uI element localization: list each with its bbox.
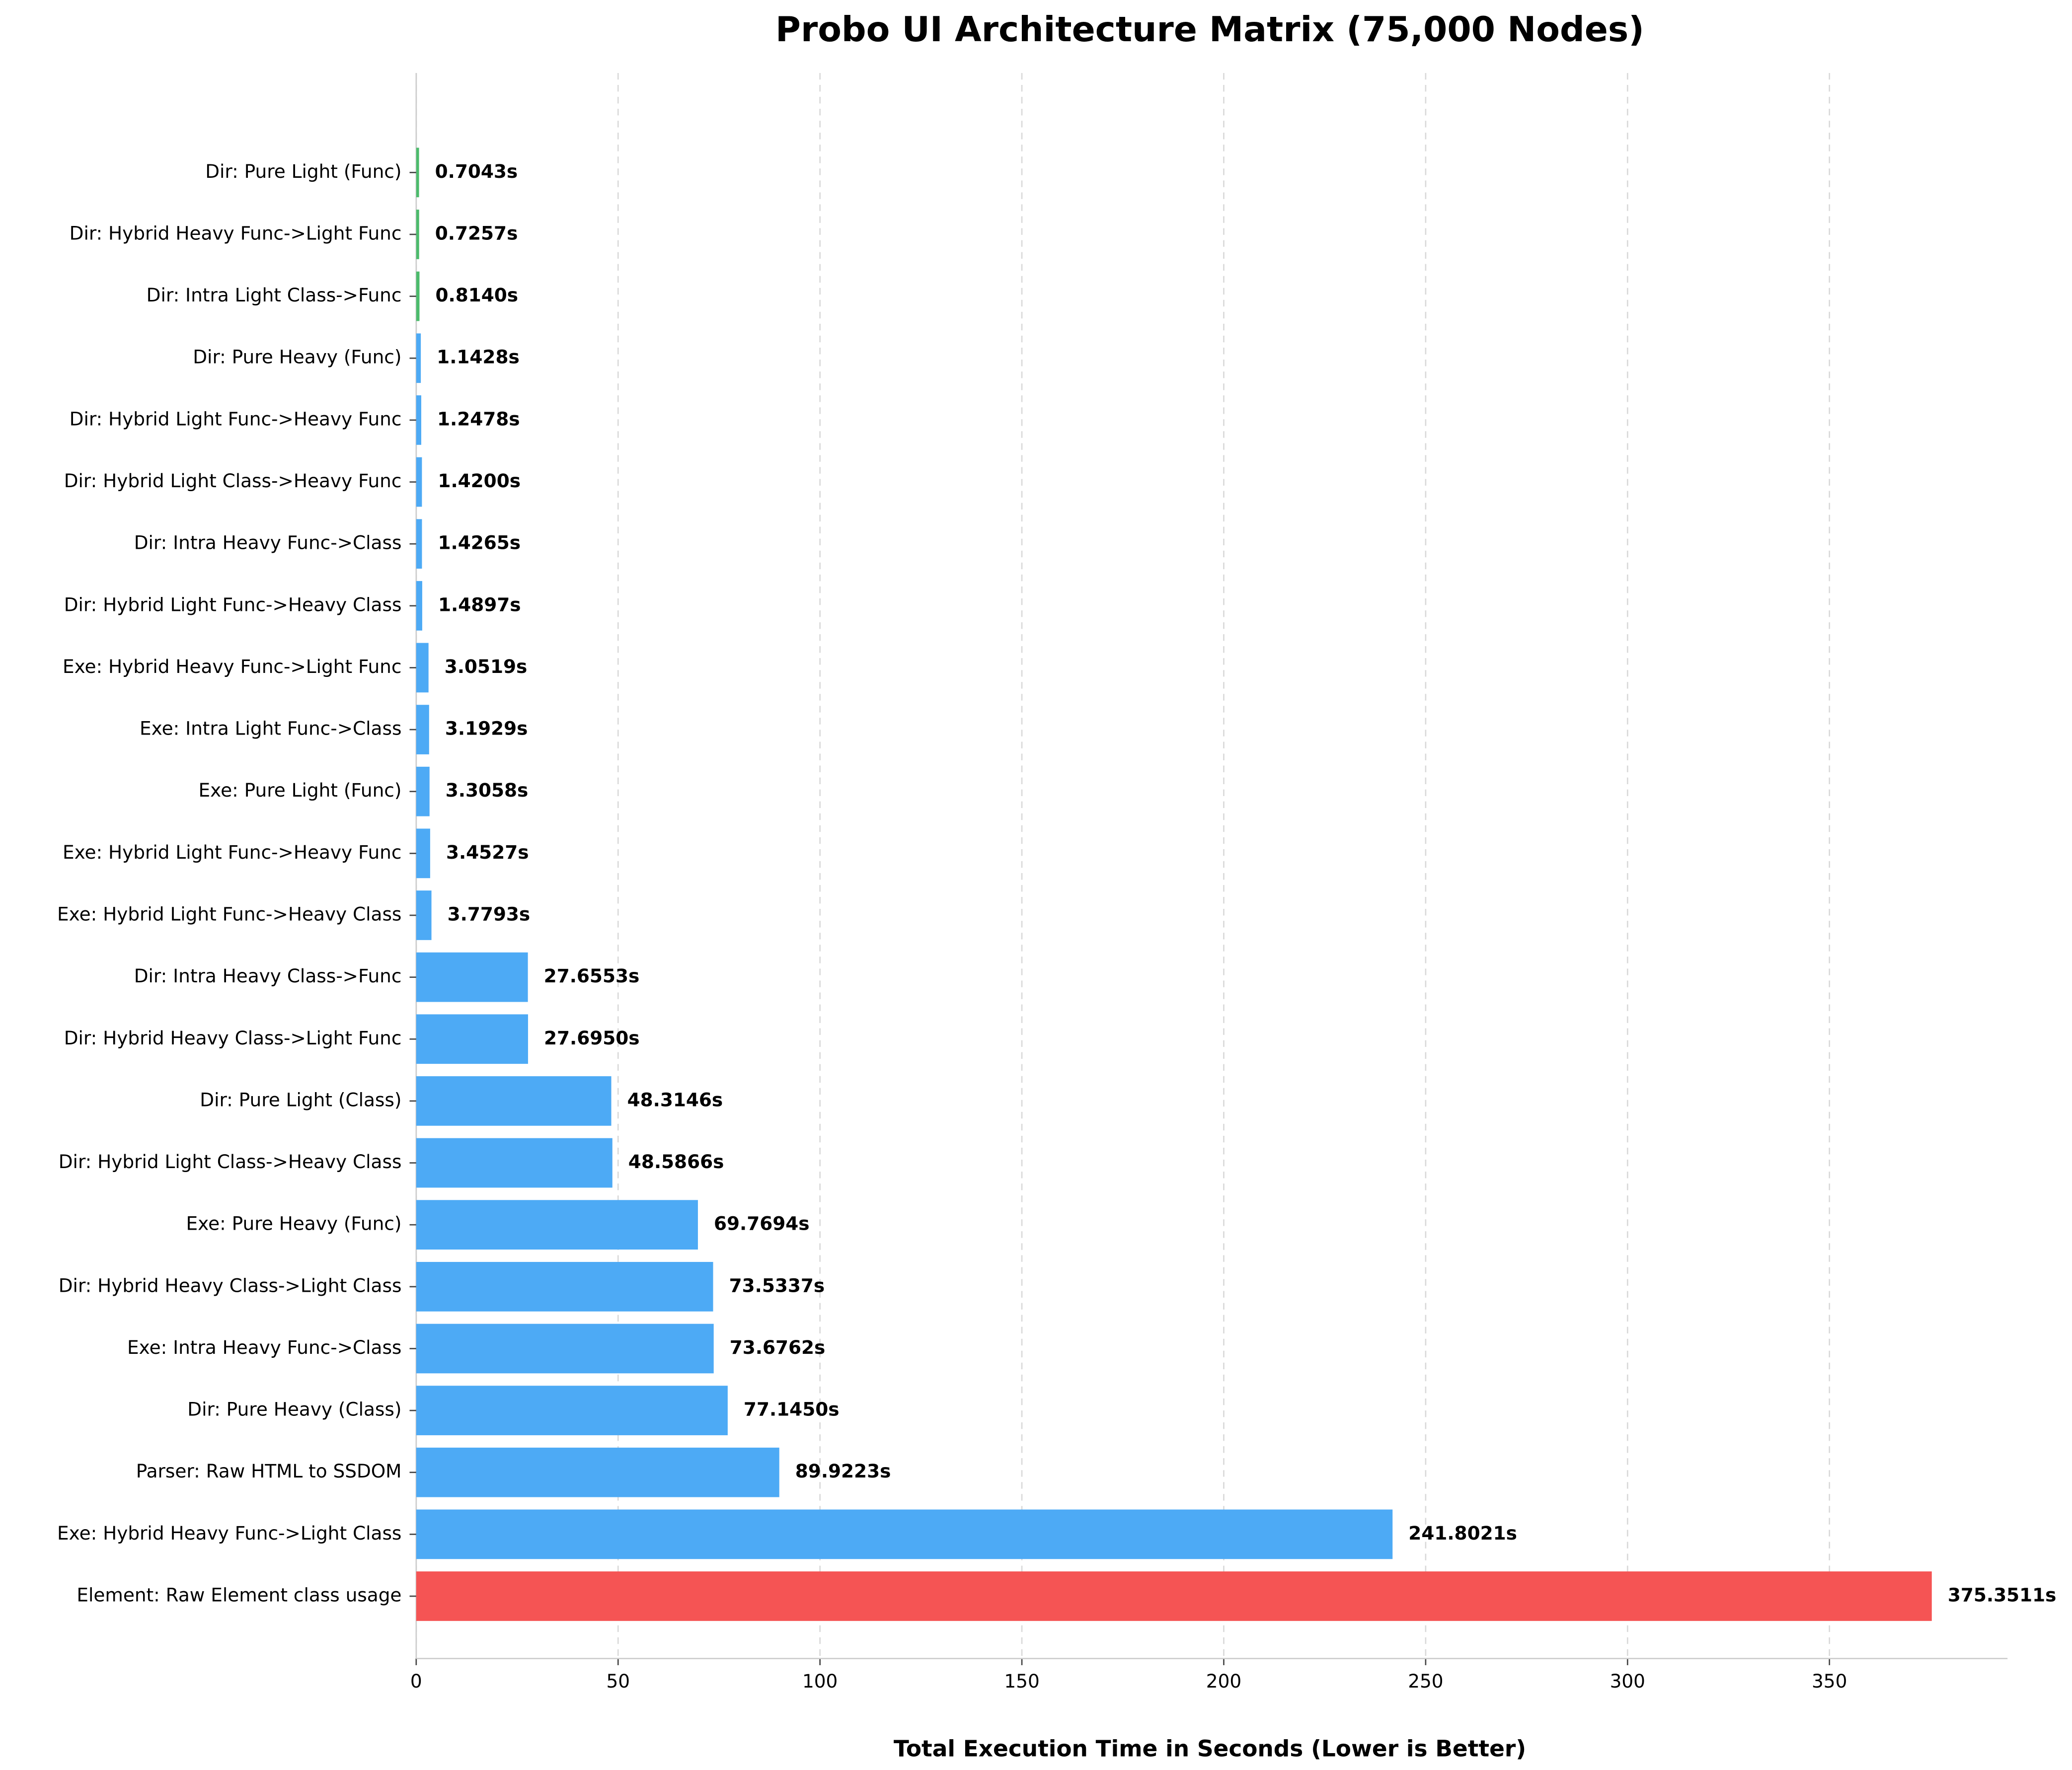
bar	[416, 395, 421, 445]
y-tick-label: Exe: Hybrid Light Func->Heavy Func	[63, 841, 401, 863]
bar	[416, 1386, 728, 1435]
y-tick-label: Dir: Pure Heavy (Class)	[187, 1399, 401, 1420]
bar	[416, 148, 419, 198]
y-tick-label: Dir: Intra Heavy Func->Class	[134, 532, 402, 554]
value-label: 3.3058s	[446, 779, 529, 801]
x-tick-label: 250	[1408, 1670, 1443, 1692]
bar	[416, 766, 430, 816]
value-label: 3.4527s	[446, 841, 529, 863]
value-label: 48.5866s	[628, 1151, 724, 1173]
bar	[416, 643, 429, 693]
y-tick-label: Exe: Intra Light Func->Class	[140, 718, 401, 739]
value-label: 48.3146s	[627, 1089, 723, 1110]
bar	[416, 581, 422, 631]
x-tick-label: 0	[410, 1670, 422, 1692]
chart-title: Probo UI Architecture Matrix (75,000 Nod…	[775, 10, 1644, 50]
value-label: 1.4897s	[438, 593, 521, 615]
y-tick-label: Exe: Pure Light (Func)	[199, 779, 402, 801]
x-tick-label: 350	[1812, 1670, 1847, 1692]
y-tick-label: Dir: Hybrid Light Func->Heavy Func	[70, 408, 402, 430]
y-tick-label: Dir: Hybrid Heavy Func->Light Func	[70, 222, 402, 244]
y-tick-label: Exe: Pure Heavy (Func)	[186, 1213, 402, 1235]
y-tick-label: Dir: Hybrid Light Class->Heavy Func	[64, 470, 402, 492]
y-tick-label: Dir: Intra Heavy Class->Func	[134, 965, 402, 987]
bar	[416, 210, 419, 259]
value-label: 0.7257s	[435, 222, 518, 244]
bar	[416, 1138, 613, 1188]
y-tick-label: Dir: Hybrid Heavy Class->Light Class	[59, 1274, 402, 1296]
y-tick-label: Dir: Hybrid Heavy Class->Light Func	[64, 1027, 402, 1049]
value-label: 3.7793s	[448, 903, 531, 925]
value-label: 73.5337s	[729, 1274, 825, 1296]
value-label: 27.6950s	[544, 1027, 640, 1049]
value-label: 1.4265s	[438, 532, 521, 554]
y-tick-label: Dir: Pure Light (Class)	[200, 1089, 401, 1110]
bar	[416, 1324, 714, 1374]
y-tick-label: Exe: Hybrid Heavy Func->Light Class	[57, 1522, 401, 1544]
y-tick-label: Element: Raw Element class usage	[77, 1584, 401, 1606]
y-tick-label: Exe: Intra Heavy Func->Class	[127, 1336, 401, 1358]
bar	[416, 1509, 1393, 1559]
y-tick-label: Dir: Hybrid Light Class->Heavy Class	[59, 1151, 402, 1173]
value-label: 69.7694s	[714, 1213, 810, 1235]
bar	[416, 1447, 779, 1497]
value-label: 0.8140s	[436, 284, 519, 306]
bar	[416, 271, 420, 321]
value-label: 375.3511s	[1948, 1584, 2057, 1606]
x-tick-label: 100	[802, 1670, 838, 1692]
bar	[416, 1261, 713, 1312]
value-label: 3.0519s	[445, 656, 528, 677]
bar	[416, 1200, 698, 1250]
bar	[416, 457, 422, 507]
y-tick-label: Dir: Pure Light (Func)	[205, 160, 401, 182]
bar	[416, 1076, 612, 1126]
value-label: 73.6762s	[730, 1336, 826, 1358]
y-tick-label: Exe: Hybrid Heavy Func->Light Func	[63, 656, 401, 677]
y-tick-label: Dir: Pure Heavy (Func)	[193, 346, 401, 368]
bar	[416, 890, 432, 940]
bar	[416, 1014, 528, 1064]
bar	[416, 1571, 1932, 1621]
value-label: 27.6553s	[544, 965, 640, 987]
x-tick-label: 150	[1004, 1670, 1039, 1692]
x-tick-label: 200	[1206, 1670, 1241, 1692]
value-label: 89.9223s	[795, 1460, 891, 1482]
x-axis-label: Total Execution Time in Seconds (Lower i…	[894, 1735, 1526, 1762]
value-label: 1.4200s	[438, 470, 521, 492]
bar	[416, 828, 430, 879]
value-label: 77.1450s	[744, 1399, 840, 1420]
x-tick-label: 300	[1610, 1670, 1645, 1692]
y-tick-label: Parser: Raw HTML to SSDOM	[136, 1460, 402, 1482]
value-label: 0.7043s	[435, 160, 518, 182]
bar	[416, 333, 421, 383]
bar	[416, 705, 429, 754]
value-label: 1.2478s	[437, 408, 520, 430]
y-tick-label: Dir: Hybrid Light Func->Heavy Class	[64, 593, 402, 615]
y-tick-label: Exe: Hybrid Light Func->Heavy Class	[57, 903, 401, 925]
y-tick-label: Dir: Intra Light Class->Func	[147, 284, 402, 306]
x-tick-label: 50	[606, 1670, 630, 1692]
bar	[416, 952, 528, 1002]
value-label: 1.1428s	[437, 346, 520, 368]
value-label: 241.8021s	[1408, 1522, 1517, 1544]
bar	[416, 519, 422, 569]
value-label: 3.1929s	[445, 718, 528, 739]
